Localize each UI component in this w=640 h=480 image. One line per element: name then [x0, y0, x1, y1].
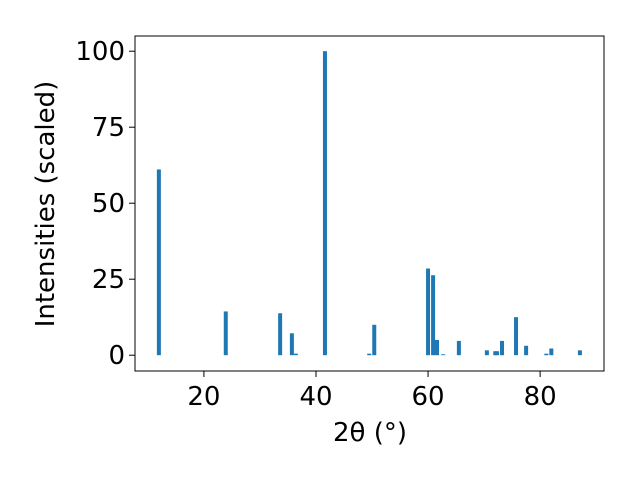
- y-axis-label: Intensities (scaled): [31, 81, 61, 328]
- bar: [514, 317, 519, 356]
- bar: [441, 354, 446, 356]
- bar: [426, 268, 431, 356]
- y-tick-label: 25: [92, 265, 125, 295]
- bar: [456, 340, 461, 356]
- y-tick-label: 50: [92, 189, 125, 219]
- bar: [156, 169, 161, 356]
- x-tick-label: 20: [187, 382, 220, 412]
- bar: [484, 350, 489, 356]
- bar: [431, 275, 436, 356]
- bar: [278, 313, 283, 356]
- bar: [524, 345, 529, 356]
- bar: [544, 353, 549, 356]
- bar: [494, 351, 499, 356]
- x-tick-label: 40: [299, 382, 332, 412]
- y-tick-label: 0: [108, 341, 125, 371]
- bar: [223, 311, 228, 356]
- bar: [577, 350, 582, 356]
- x-axis-label: 2θ (°): [333, 418, 407, 448]
- y-tick-label: 75: [92, 113, 125, 143]
- x-tick-label: 60: [412, 382, 445, 412]
- x-tick-label: 80: [524, 382, 557, 412]
- bar: [289, 333, 294, 356]
- bar: [372, 324, 377, 356]
- bar: [367, 353, 372, 356]
- bar: [435, 339, 440, 356]
- bar: [293, 353, 298, 356]
- bar: [549, 348, 554, 356]
- y-tick-label: 100: [75, 37, 125, 67]
- plot-frame: [134, 35, 605, 372]
- bar: [322, 51, 327, 356]
- bar: [500, 340, 505, 356]
